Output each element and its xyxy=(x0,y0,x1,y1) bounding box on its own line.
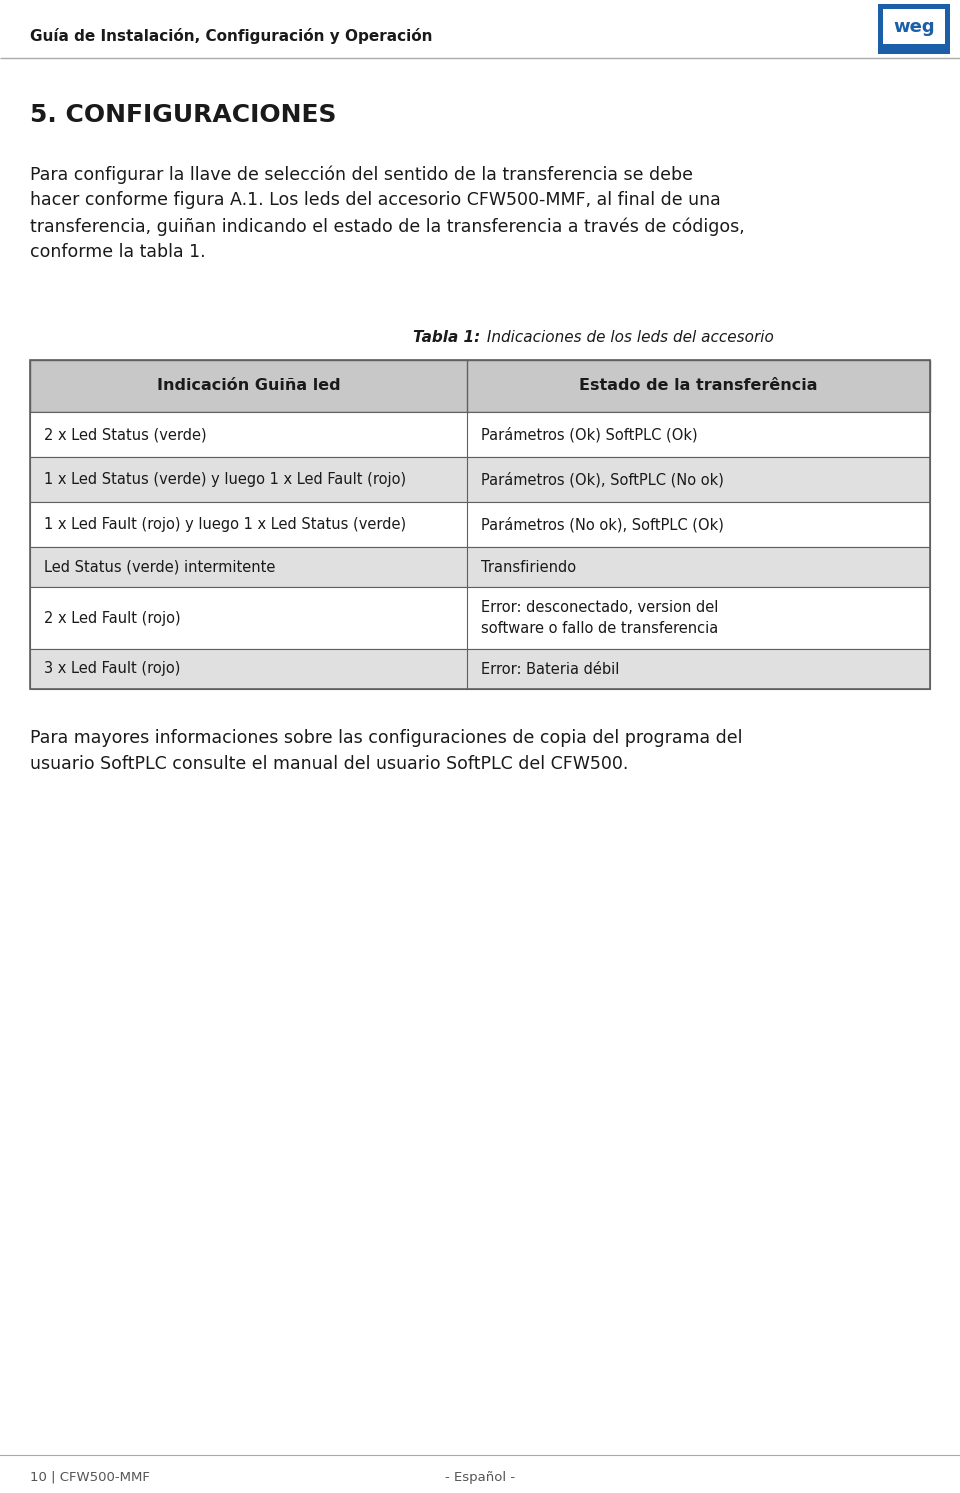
Text: 2 x Led Status (verde): 2 x Led Status (verde) xyxy=(44,427,206,442)
Text: 5. CONFIGURACIONES: 5. CONFIGURACIONES xyxy=(30,103,337,127)
Bar xyxy=(30,360,930,688)
Bar xyxy=(30,587,930,649)
Bar xyxy=(883,9,945,49)
Text: 1 x Led Fault (rojo) y luego 1 x Led Status (verde): 1 x Led Fault (rojo) y luego 1 x Led Sta… xyxy=(44,517,406,532)
Bar xyxy=(30,649,930,688)
Bar xyxy=(30,457,930,502)
Bar xyxy=(30,587,930,649)
Text: Para configurar la llave de selección del sentido de la transferencia se debe
ha: Para configurar la llave de selección de… xyxy=(30,166,745,261)
Text: Parámetros (Ok) SoftPLC (Ok): Parámetros (Ok) SoftPLC (Ok) xyxy=(481,427,698,442)
Bar xyxy=(878,4,950,54)
Bar xyxy=(30,502,930,546)
Text: Tabla 1:: Tabla 1: xyxy=(413,330,480,345)
Bar xyxy=(30,412,930,457)
Bar xyxy=(30,649,930,688)
Bar xyxy=(30,502,930,546)
Bar xyxy=(30,546,930,587)
Bar xyxy=(30,546,930,587)
Text: Parámetros (Ok), SoftPLC (No ok): Parámetros (Ok), SoftPLC (No ok) xyxy=(481,472,724,487)
Text: Error: Bateria débil: Error: Bateria débil xyxy=(481,661,619,676)
Text: 1 x Led Status (verde) y luego 1 x Led Fault (rojo): 1 x Led Status (verde) y luego 1 x Led F… xyxy=(44,472,406,487)
Text: Indicaciones de los leds del accesorio: Indicaciones de los leds del accesorio xyxy=(482,330,774,345)
Text: Parámetros (No ok), SoftPLC (Ok): Parámetros (No ok), SoftPLC (Ok) xyxy=(481,517,724,532)
Text: weg: weg xyxy=(893,18,935,36)
Text: Transfiriendo: Transfiriendo xyxy=(481,560,576,575)
Text: Estado de la transferência: Estado de la transferência xyxy=(579,379,818,394)
Text: 2 x Led Fault (rojo): 2 x Led Fault (rojo) xyxy=(44,611,180,626)
Bar xyxy=(30,360,930,412)
Text: Guía de Instalación, Configuración y Operación: Guía de Instalación, Configuración y Ope… xyxy=(30,28,433,43)
Text: - Español -: - Español - xyxy=(444,1471,516,1484)
Text: Indicación Guiña led: Indicación Guiña led xyxy=(156,379,340,394)
Bar xyxy=(30,412,930,457)
Text: 3 x Led Fault (rojo): 3 x Led Fault (rojo) xyxy=(44,661,180,676)
Bar xyxy=(30,360,930,412)
Bar xyxy=(883,43,945,49)
Bar xyxy=(30,457,930,502)
Text: Error: desconectado, version del
software o fallo de transferencia: Error: desconectado, version del softwar… xyxy=(481,600,718,636)
Text: Para mayores informaciones sobre las configuraciones de copia del programa del
u: Para mayores informaciones sobre las con… xyxy=(30,729,742,773)
Text: 10 | CFW500-MMF: 10 | CFW500-MMF xyxy=(30,1471,150,1484)
Text: Led Status (verde) intermitente: Led Status (verde) intermitente xyxy=(44,560,276,575)
